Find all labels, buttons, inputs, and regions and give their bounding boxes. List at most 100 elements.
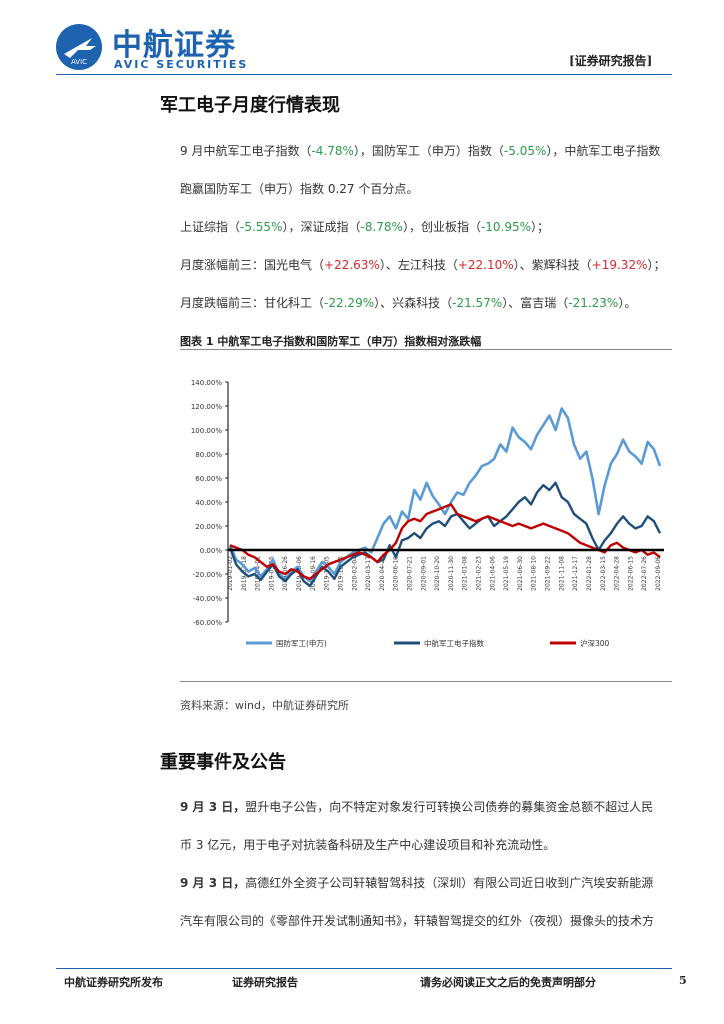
x-tick-label: 2020-10-20 <box>434 556 441 591</box>
plane-icon: AVIC <box>64 38 96 66</box>
legend-label: 国防军工(申万) <box>276 638 327 648</box>
section-title-events: 重要事件及公告 <box>160 752 286 773</box>
company-logo-en: AVIC SECURITIES <box>114 58 249 71</box>
x-tick-label: 2022-07-26 <box>641 556 648 591</box>
text-segment: ）； <box>531 220 550 234</box>
y-tick-label: 60.00% <box>195 475 222 483</box>
event-date: 9 月 3 日， <box>180 876 246 890</box>
page-number: 5 <box>679 974 687 987</box>
value-negative: -21.57% <box>452 296 503 310</box>
x-tick-label: 2021-02-23 <box>476 556 483 591</box>
x-tick-label: 2020-09-01 <box>420 556 427 591</box>
text-segment: ），创业板指（ <box>402 220 481 234</box>
legend-label: 沪深300 <box>580 638 610 648</box>
x-tick-label: 2019-05-15 <box>268 556 275 591</box>
event-2-line-1: 9 月 3 日，高德红外全资子公司轩辕智驾科技（深圳）有限公司近日收到广汽埃安新… <box>180 874 653 891</box>
y-tick-label: 80.00% <box>195 451 222 459</box>
series-line-2 <box>229 503 661 581</box>
y-tick-label: 100.00% <box>191 427 222 435</box>
legend-label: 中航军工电子指数 <box>424 638 484 648</box>
section-title-market: 军工电子月度行情表现 <box>160 95 340 116</box>
x-tick-label: 2020-07-21 <box>406 556 413 591</box>
x-tick-label: 2020-02-04 <box>351 556 358 591</box>
text-segment: ）； <box>647 258 666 272</box>
text-segment: ），国防军工（申万）指数（ <box>353 144 504 158</box>
x-tick-label: 2021-04-06 <box>489 556 496 591</box>
text-segment: ）、紫辉科技（ <box>513 258 592 272</box>
text-segment: 9 月中航军工电子指数（ <box>180 144 312 158</box>
x-tick-label: 2019-09-16 <box>310 556 317 591</box>
x-tick-label: 2020-06-10 <box>393 556 400 591</box>
y-tick-label: 0.00% <box>200 547 223 555</box>
relative-performance-line-chart: 140.00% 120.00% 100.00% 80.00% 60.00% 40.00% 2… <box>191 379 664 648</box>
x-tick-label: 2021-06-30 <box>517 556 524 591</box>
x-tick-label: 2021-05-19 <box>503 556 510 591</box>
event-text: 盟升电子公告，向不特定对象发行可转换公司债券的募集资金总额不超过人民 <box>245 800 654 814</box>
value-positive: +22.63% <box>324 258 380 272</box>
y-tick-label: 20.00% <box>195 523 222 531</box>
x-tick-label: 2022-09-06 <box>655 556 662 591</box>
event-1-line-1: 9 月 3 日，盟升电子公告，向不特定对象发行可转换公司债券的募集资金总额不超过… <box>180 798 653 815</box>
y-tick-label: 140.00% <box>191 379 222 387</box>
text-segment: ）、左江科技（ <box>379 258 458 272</box>
header-divider <box>56 74 672 75</box>
report-tag: [证券研究报告] <box>569 54 653 68</box>
x-tick-label: 2021-08-10 <box>531 556 538 591</box>
figure-title: 图表 1 中航军工电子指数和国防军工（申万）指数相对涨跌幅 <box>180 335 482 348</box>
x-axis-labels: 2019-01-02 2019-02-18 2019-04-01 2019-05-15… <box>227 556 662 591</box>
x-tick-label: 2022-06-15 <box>627 556 634 591</box>
value-negative: -22.29% <box>324 296 375 310</box>
value-negative: -21.23% <box>568 296 619 310</box>
text-segment: ）、兴森科技（ <box>374 296 453 310</box>
company-logo-cn: 中航证券 <box>112 28 236 63</box>
event-text: 高德红外全资子公司轩辕智驾科技（深圳）有限公司近日收到广汽埃安新能源 <box>245 876 654 890</box>
x-tick-label: 2022-01-28 <box>586 556 593 591</box>
paragraph-index-performance-cont: 跑赢国防军工（申万）指数 0.27 个百分点。 <box>180 182 419 196</box>
text-segment: ）。 <box>618 296 637 310</box>
event-1-line-2: 币 3 亿元，用于电子对抗装备科研及生产中心建设项目和补充流动性。 <box>180 838 556 852</box>
y-tick-label: -60.00% <box>193 619 223 627</box>
y-tick-label: -20.00% <box>193 571 223 579</box>
series-line-1 <box>228 481 662 588</box>
x-tick-label: 2021-11-08 <box>558 556 565 591</box>
x-tick-label: 2021-12-17 <box>572 556 579 591</box>
paragraph-top-gainers: 月度涨幅前三：国光电气（+22.63%）、左江科技（+22.10%）、紫辉科技（… <box>180 256 666 273</box>
series-line-0 <box>228 407 662 583</box>
value-negative: -10.95% <box>480 220 532 234</box>
text-segment: 月度涨幅前三：国光电气（ <box>180 258 325 272</box>
event-2-line-2: 汽车有限公司的《零部件开发试制通知书》，轩辕智驾提交的红外（夜视）摄像头的技术方 <box>180 914 655 928</box>
value-positive: +22.10% <box>457 258 514 272</box>
paragraph-market-indices: 上证综指（-5.55%），深证成指（-8.78%），创业板指（-10.95%）； <box>180 218 549 235</box>
event-date: 9 月 3 日， <box>180 800 246 814</box>
y-tick-label: 120.00% <box>191 403 222 411</box>
x-tick-label: 2019-01-02 <box>227 556 234 591</box>
figure-top-divider <box>180 349 672 350</box>
text-segment: ），中航军工电子指数 <box>546 144 661 158</box>
x-tick-label: 2021-01-08 <box>462 556 469 591</box>
paragraph-top-losers: 月度跌幅前三：甘化科工（-22.29%）、兴森科技（-21.57%）、富吉瑞（-… <box>180 294 636 311</box>
y-tick-label: -40.00% <box>193 595 223 603</box>
value-negative: -5.05% <box>503 144 547 158</box>
paragraph-index-performance: 9 月中航军工电子指数（-4.78%），国防军工（申万）指数（-5.05%），中… <box>180 142 660 159</box>
x-tick-label: 2021-09-22 <box>545 556 552 591</box>
footer-disclaimer: 请务必阅读正文之后的免责声明部分 <box>420 976 596 989</box>
footer-report-type: 证券研究报告 <box>232 976 298 989</box>
x-tick-label: 2022-04-28 <box>614 556 621 591</box>
value-negative: -8.78% <box>360 220 403 234</box>
logo-mark-text: AVIC <box>71 58 87 66</box>
x-tick-label: 2019-11-05 <box>324 556 331 591</box>
y-tick-label: 40.00% <box>195 499 222 507</box>
figure-source: 资料来源：wind，中航证券研究所 <box>180 699 350 712</box>
x-tick-label: 2020-03-17 <box>365 556 372 591</box>
figure-bottom-divider <box>180 681 672 682</box>
x-tick-label: 2022-03-15 <box>600 556 607 591</box>
footer-divider <box>56 968 672 969</box>
x-tick-label: 2020-11-30 <box>448 556 455 591</box>
chart-legend: 国防军工(申万) 中航军工电子指数 沪深300 <box>246 638 610 648</box>
text-segment: 月度跌幅前三：甘化科工（ <box>180 296 325 310</box>
value-negative: -5.55% <box>240 220 283 234</box>
y-axis-labels: 140.00% 120.00% 100.00% 80.00% 60.00% 40.00% 2… <box>191 379 228 627</box>
value-positive: +19.32% <box>591 258 648 272</box>
chart-lines <box>228 407 662 588</box>
text-segment: 上证综指（ <box>180 220 241 234</box>
